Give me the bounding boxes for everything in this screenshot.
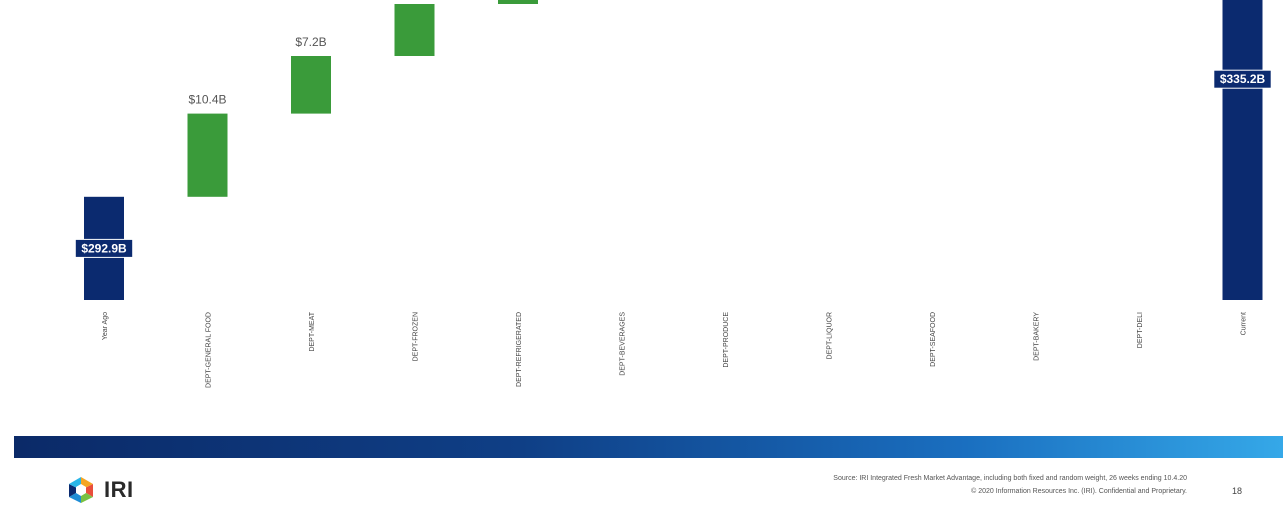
data-label: $292.9B [81,241,127,255]
category-tick-label: DEPT-REFRIGERATED [516,312,523,387]
category-tick-label: DEPT-LIQUOR [827,312,834,359]
category-tick-label: DEPT-PRODUCE [723,312,730,368]
iri-logo-icon [69,477,93,503]
category-tick-label: Current [1241,312,1248,335]
iri-logo: IRI [64,474,134,506]
total-label-bg [1213,69,1272,89]
footer-gradient-band [14,436,1283,458]
increase-bar [498,0,538,4]
source-note: Source: IRI Integrated Fresh Market Adva… [833,472,1187,498]
data-label: $7.2B [295,35,326,49]
total-bar [1222,0,1263,300]
category-tick-label: DEPT-MEAT [309,311,316,351]
data-label: $10.4B [188,93,226,107]
waterfall-chart: $292.9B Year Ago $10.4B DEPT-GENERAL FOOD $7… [74,0,1272,388]
total-label-bg [74,238,134,258]
data-label: $335.2B [1220,72,1266,86]
category-tick-label: DEPT-GENERAL FOOD [206,312,213,388]
category-tick-label: Year Ago [102,312,109,340]
source-line: Source: IRI Integrated Fresh Market Adva… [833,475,1187,482]
category-tick-label: DEPT-FROZEN [413,312,420,361]
category-tick-label: DEPT-BAKERY [1034,312,1041,361]
page-number: 18 [1232,486,1243,496]
copyright-line: © 2020 Information Resources Inc. (IRI).… [971,488,1187,495]
increase-bar [394,4,435,56]
category-tick-label: DEPT-DELI [1137,312,1144,348]
category-tick-label: DEPT-SEAFOOD [930,312,937,367]
increase-bar [291,56,331,114]
logo-wordmark: IRI [104,477,134,502]
category-tick-label: DEPT-BEVERAGES [620,312,627,376]
increase-bar [187,113,228,197]
